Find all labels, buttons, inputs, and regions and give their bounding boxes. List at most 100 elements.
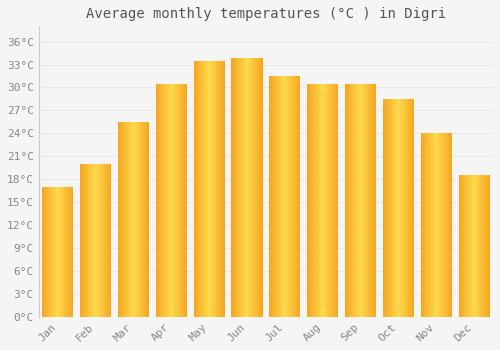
Bar	[459, 175, 460, 317]
Bar	[250, 58, 251, 317]
Bar	[391, 99, 392, 317]
Bar	[473, 175, 474, 317]
Bar	[424, 133, 425, 317]
Bar	[328, 84, 329, 317]
Bar	[335, 84, 336, 317]
Bar	[70, 187, 71, 317]
Bar	[311, 84, 312, 317]
Bar	[336, 84, 337, 317]
Bar	[165, 84, 166, 317]
Bar	[398, 99, 399, 317]
Bar	[317, 84, 318, 317]
Bar	[271, 76, 272, 317]
Bar	[385, 99, 386, 317]
Bar	[174, 84, 175, 317]
Bar	[430, 133, 431, 317]
Bar	[233, 58, 234, 317]
Bar	[46, 187, 47, 317]
Bar	[474, 175, 475, 317]
Bar	[200, 61, 201, 317]
Bar	[355, 84, 356, 317]
Bar	[128, 122, 129, 317]
Bar	[54, 187, 55, 317]
Bar	[374, 84, 375, 317]
Bar	[71, 187, 72, 317]
Bar	[107, 164, 108, 317]
Bar	[291, 76, 292, 317]
Bar	[168, 84, 169, 317]
Bar	[122, 122, 123, 317]
Bar	[334, 84, 335, 317]
Bar	[207, 61, 208, 317]
Bar	[276, 76, 277, 317]
Bar	[49, 187, 50, 317]
Bar	[354, 84, 355, 317]
Bar	[448, 133, 449, 317]
Bar	[61, 187, 62, 317]
Bar	[84, 164, 85, 317]
Bar	[186, 84, 187, 317]
Bar	[371, 84, 372, 317]
Bar	[307, 84, 308, 317]
Bar	[96, 164, 97, 317]
Bar	[253, 58, 254, 317]
Bar	[337, 84, 338, 317]
Bar	[129, 122, 130, 317]
Bar	[95, 164, 96, 317]
Bar	[423, 133, 424, 317]
Bar	[275, 76, 276, 317]
Bar	[64, 187, 65, 317]
Bar	[281, 76, 282, 317]
Bar	[43, 187, 44, 317]
Bar	[353, 84, 354, 317]
Bar	[274, 76, 275, 317]
Bar	[486, 175, 487, 317]
Bar	[295, 76, 296, 317]
Bar	[393, 99, 394, 317]
Bar	[162, 84, 163, 317]
Bar	[194, 61, 195, 317]
Bar	[241, 58, 242, 317]
Bar	[287, 76, 288, 317]
Bar	[251, 58, 252, 317]
Bar	[461, 175, 462, 317]
Bar	[400, 99, 401, 317]
Bar	[246, 58, 247, 317]
Bar	[413, 99, 414, 317]
Bar	[83, 164, 84, 317]
Bar	[182, 84, 183, 317]
Bar	[163, 84, 164, 317]
Bar	[214, 61, 215, 317]
Bar	[468, 175, 469, 317]
Bar	[90, 164, 91, 317]
Bar	[81, 164, 82, 317]
Bar	[411, 99, 412, 317]
Bar	[101, 164, 102, 317]
Bar	[44, 187, 45, 317]
Bar	[261, 58, 262, 317]
Bar	[440, 133, 441, 317]
Bar	[172, 84, 173, 317]
Bar	[278, 76, 279, 317]
Bar	[248, 58, 249, 317]
Bar	[427, 133, 428, 317]
Bar	[108, 164, 109, 317]
Bar	[125, 122, 126, 317]
Bar	[217, 61, 218, 317]
Bar	[143, 122, 144, 317]
Bar	[140, 122, 141, 317]
Bar	[247, 58, 248, 317]
Bar	[358, 84, 359, 317]
Bar	[458, 175, 459, 317]
Bar	[118, 122, 119, 317]
Bar	[444, 133, 445, 317]
Bar	[446, 133, 447, 317]
Bar	[321, 84, 322, 317]
Bar	[195, 61, 196, 317]
Bar	[487, 175, 488, 317]
Bar	[106, 164, 107, 317]
Bar	[91, 164, 92, 317]
Bar	[405, 99, 406, 317]
Bar	[370, 84, 371, 317]
Bar	[485, 175, 486, 317]
